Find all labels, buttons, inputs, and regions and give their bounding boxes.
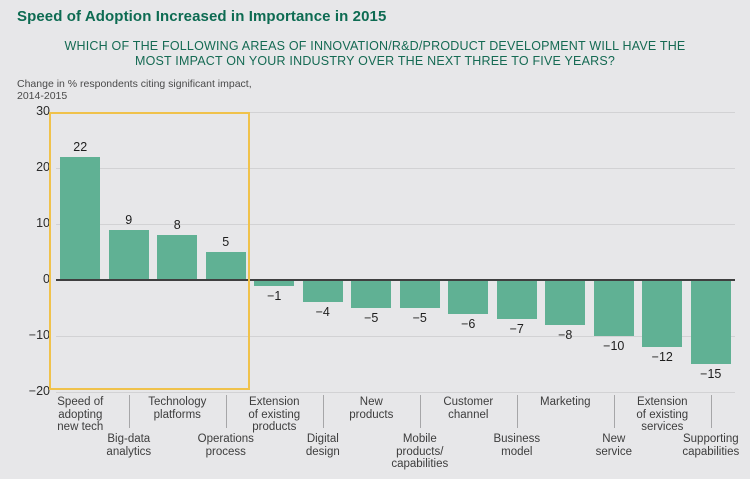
x-axis-tick-label: Speed of adopting new tech [57, 396, 104, 433]
bar-value-label: −1 [267, 288, 282, 303]
y-axis-tick-label: 10 [36, 216, 50, 230]
y-axis-tick-label: −20 [28, 384, 50, 398]
x-tick-separator-line [710, 395, 712, 428]
bar-value-label: −4 [315, 305, 330, 320]
y-axis-tick-label: 0 [43, 272, 50, 286]
gridline [56, 392, 735, 393]
x-tick-separator-line [516, 395, 518, 428]
subtitle-line-1: WHICH OF THE FOLLOWING AREAS OF INNOVATI… [64, 39, 686, 53]
bar [545, 280, 586, 325]
x-axis-tick-label: Business model [493, 433, 541, 458]
bar-value-label: 22 [73, 139, 88, 154]
gridline [56, 168, 735, 169]
bar [205, 252, 246, 280]
x-axis-tick-label: Technology platforms [148, 396, 207, 421]
axis-unit-note-line-1: Change in % respondents citing significa… [17, 78, 252, 90]
bar-value-label: 5 [222, 235, 230, 249]
x-axis-tick-label: Marketing [540, 396, 591, 408]
bar [302, 280, 343, 303]
bar [108, 229, 149, 280]
bar [690, 280, 731, 364]
bar-value-label: −5 [364, 311, 379, 325]
bar [642, 280, 683, 348]
x-axis-tick-label: New service [595, 433, 633, 458]
zero-axis-line [56, 279, 735, 281]
bar-value-label: −8 [558, 327, 573, 342]
gridline [56, 336, 735, 337]
bar [60, 156, 101, 280]
gridline [56, 112, 735, 113]
bar-value-label: −7 [509, 322, 524, 337]
bar-value-label: −12 [651, 350, 673, 365]
x-axis-tick-label: Customer channel [443, 396, 494, 421]
y-axis-tick-label: −10 [28, 328, 50, 342]
x-tick-separator-line [322, 395, 324, 428]
bar [157, 235, 198, 280]
bar-value-label: 8 [173, 218, 181, 233]
gridline [56, 224, 735, 225]
bar [448, 280, 489, 314]
x-axis-tick-label: Operations process [197, 433, 254, 458]
bar-value-label: 9 [125, 212, 133, 227]
axis-unit-note: Change in % respondents citing significa… [17, 78, 252, 102]
bar-value-label: −10 [603, 339, 625, 353]
x-axis-tick-label: New products [349, 396, 394, 421]
bar [254, 280, 295, 286]
bar-value-label: −6 [461, 316, 476, 331]
y-axis-tick-label: 30 [36, 104, 50, 118]
bar-value-label: −15 [700, 367, 722, 381]
bar [351, 280, 392, 308]
bar [593, 280, 634, 336]
x-axis-tick-label: Extension of existing services [636, 396, 689, 433]
bar [399, 280, 440, 308]
bar-value-label: −5 [412, 311, 427, 325]
subtitle-line-2: MOST IMPACT ON YOUR INDUSTRY OVER THE NE… [134, 54, 616, 68]
x-axis-tick-label: Mobile products/ capabilities [391, 433, 449, 470]
y-axis-tick-label: 20 [36, 160, 50, 174]
x-axis-tick-label: Big-data analytics [106, 433, 152, 458]
x-axis-tick-label: Digital design [305, 433, 340, 458]
page-title: Speed of Adoption Increased in Importanc… [17, 8, 387, 25]
x-axis-tick-label: Supporting capabilities [682, 433, 740, 458]
bar [496, 280, 537, 320]
x-tick-separator-line [128, 395, 130, 428]
axis-unit-note-line-2: 2014-2015 [17, 90, 68, 102]
x-tick-separator-line [613, 395, 615, 428]
x-axis-tick-label: Extension of existing products [248, 396, 301, 433]
x-tick-separator-line [225, 395, 227, 428]
chart-question-subtitle: WHICH OF THE FOLLOWING AREAS OF INNOVATI… [0, 39, 750, 69]
x-tick-separator-line [419, 395, 421, 428]
